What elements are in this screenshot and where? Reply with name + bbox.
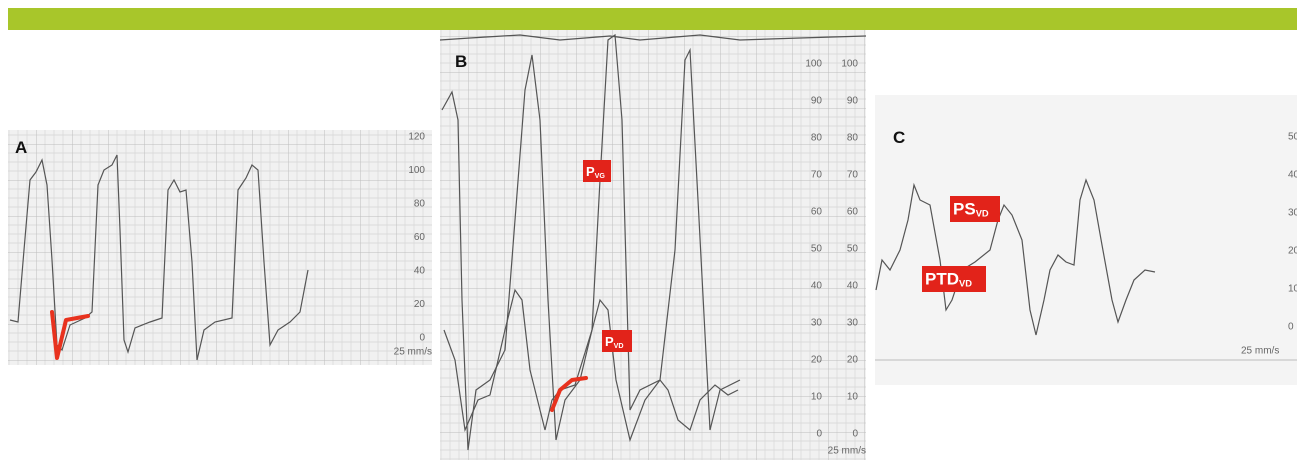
header-bar xyxy=(8,8,1297,30)
axis-label: 40 xyxy=(414,266,426,277)
axis-label: 40 xyxy=(1288,170,1300,181)
annotation-sub: VD xyxy=(614,342,624,350)
annotation-main: P xyxy=(605,334,614,349)
axis-label: 70 xyxy=(811,170,823,181)
axis-label: 10 xyxy=(1288,284,1300,295)
background xyxy=(875,95,1297,385)
axis-label: 10 xyxy=(811,392,823,403)
axis-label: 90 xyxy=(847,96,859,107)
axis-label: 70 xyxy=(847,170,859,181)
panel-label: A xyxy=(15,138,27,157)
figure: A B C 5040302010025 mm/s1201008060402002… xyxy=(0,0,1307,461)
grid xyxy=(8,130,432,365)
annotation-main: PS xyxy=(953,200,976,219)
annotation-sub: VD xyxy=(959,279,972,289)
axis-label: 120 xyxy=(408,132,425,143)
panel-c: C xyxy=(875,95,1297,385)
axis-label: 20 xyxy=(414,299,426,310)
panel-label: C xyxy=(893,128,905,147)
axis-label: 0 xyxy=(1288,322,1294,333)
axis-label: 50 xyxy=(1288,132,1300,143)
annotation-sub: VD xyxy=(976,209,989,219)
axis-label: 90 xyxy=(811,96,823,107)
paper-speed: 25 mm/s xyxy=(1241,346,1279,357)
axis-label: 20 xyxy=(811,355,823,366)
axis-label: 0 xyxy=(816,429,822,440)
axis-label: 30 xyxy=(1288,208,1300,219)
axis-label: 30 xyxy=(847,318,859,329)
panel-label: B xyxy=(455,52,467,71)
axis-label: 100 xyxy=(805,59,822,70)
paper-speed: 25 mm/s xyxy=(394,347,432,358)
axis-label: 40 xyxy=(811,281,823,292)
axis-label: 20 xyxy=(1288,246,1300,257)
axis-label: 50 xyxy=(811,244,823,255)
axis-label: 20 xyxy=(847,355,859,366)
axis-label: 40 xyxy=(847,281,859,292)
axis-label: 80 xyxy=(811,133,823,144)
axis-label: 80 xyxy=(414,199,426,210)
axis-label: 10 xyxy=(847,392,859,403)
annotation-sub: VG xyxy=(595,172,606,180)
panel-b: B xyxy=(440,30,866,460)
annotation-main: PTD xyxy=(925,270,959,289)
axis-label: 0 xyxy=(419,333,425,344)
axis-label: 60 xyxy=(847,207,859,218)
panel-a: A xyxy=(8,130,432,365)
axis-label: 50 xyxy=(847,244,859,255)
paper-speed: 25 mm/s xyxy=(828,446,866,457)
grid xyxy=(440,30,866,460)
axis-label: 0 xyxy=(852,429,858,440)
axis-label: 100 xyxy=(841,59,858,70)
annotation-main: P xyxy=(586,164,595,179)
axis-label: 60 xyxy=(811,207,823,218)
axis-label: 60 xyxy=(414,232,426,243)
axis-label: 80 xyxy=(847,133,859,144)
axis-label: 100 xyxy=(408,165,425,176)
axis-label: 30 xyxy=(811,318,823,329)
